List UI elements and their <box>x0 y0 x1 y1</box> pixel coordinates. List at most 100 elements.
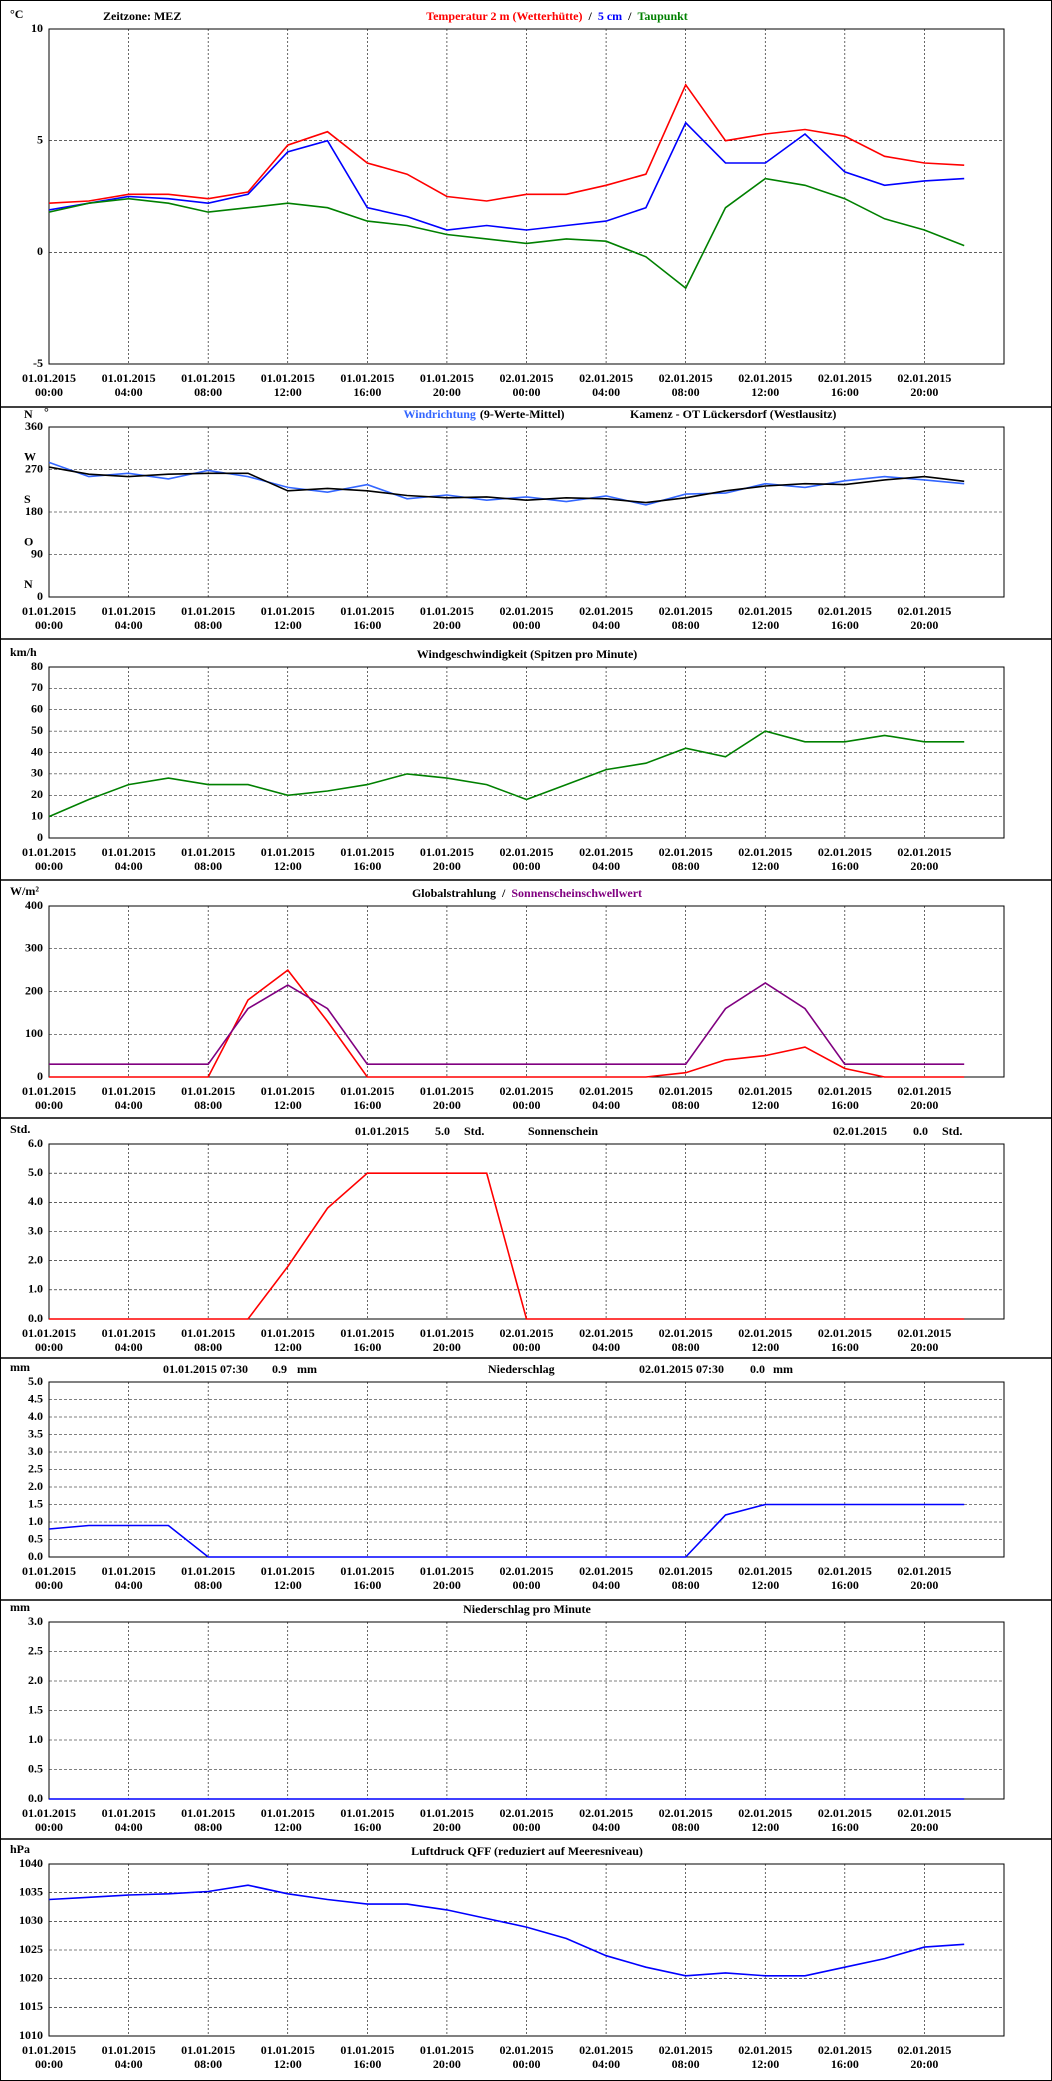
x-tick-time: 08:00 <box>194 385 222 399</box>
x-tick-date: 02.01.2015 <box>500 1084 554 1098</box>
x-tick-date: 01.01.2015 <box>340 604 394 618</box>
y-tick-label: 0.0 <box>28 1791 43 1805</box>
legend-entry: Sonnenscheinschwellwert <box>511 886 642 900</box>
x-tick-time: 16:00 <box>831 1578 859 1592</box>
x-tick-date: 02.01.2015 <box>818 1084 872 1098</box>
x-tick-time: 16:00 <box>831 385 859 399</box>
x-tick-time: 08:00 <box>672 1098 700 1112</box>
x-tick-date: 01.01.2015 <box>102 845 156 859</box>
x-tick-time: 20:00 <box>910 618 938 632</box>
y-tick-label: 0.0 <box>28 1549 43 1563</box>
y-tick-label: 10 <box>31 808 43 822</box>
x-tick-date: 01.01.2015 <box>261 1326 315 1340</box>
x-tick-date: 02.01.2015 <box>500 1564 554 1578</box>
x-tick-time: 12:00 <box>751 385 779 399</box>
x-tick-time: 04:00 <box>115 1578 143 1592</box>
y-direction-label: N <box>24 577 33 591</box>
y-tick-label: 60 <box>31 702 43 716</box>
y-tick-label: 270 <box>25 461 43 475</box>
x-tick-time: 12:00 <box>751 1098 779 1112</box>
annotation-amount: 0.0 <box>750 1362 765 1376</box>
x-tick-time: 00:00 <box>35 2057 63 2071</box>
y-tick-label: 5.0 <box>28 1374 43 1388</box>
x-tick-date: 01.01.2015 <box>102 1084 156 1098</box>
x-tick-time: 04:00 <box>592 1098 620 1112</box>
x-tick-time: 04:00 <box>592 859 620 873</box>
x-tick-date: 02.01.2015 <box>738 1806 792 1820</box>
x-tick-date: 01.01.2015 <box>261 1806 315 1820</box>
unit-label: hPa <box>10 1842 30 1856</box>
x-tick-date: 02.01.2015 <box>579 1326 633 1340</box>
unit-label: mm <box>10 1600 30 1614</box>
y-tick-label: 2.0 <box>28 1479 43 1493</box>
x-tick-time: 20:00 <box>910 1578 938 1592</box>
y-tick-label: 1035 <box>19 1884 43 1898</box>
y-direction-label: O <box>24 534 33 548</box>
x-tick-time: 20:00 <box>433 859 461 873</box>
y-tick-label: 40 <box>31 744 43 758</box>
legend-separator: / <box>501 886 506 900</box>
x-tick-date: 02.01.2015 <box>897 604 951 618</box>
x-tick-time: 20:00 <box>433 1340 461 1354</box>
legend-entry: Temperatur 2 m (Wetterhütte) <box>426 9 582 23</box>
x-tick-date: 02.01.2015 <box>579 604 633 618</box>
annotation-date: 01.01.2015 <box>355 1124 409 1138</box>
x-tick-time: 20:00 <box>433 1820 461 1834</box>
chart-title: Luftdruck QFF (reduziert auf Meeresnivea… <box>411 1844 643 1858</box>
x-tick-date: 02.01.2015 <box>659 371 713 385</box>
x-tick-time: 04:00 <box>115 385 143 399</box>
y-tick-label: 5.0 <box>28 1165 43 1179</box>
x-tick-time: 16:00 <box>353 2057 381 2071</box>
x-tick-time: 12:00 <box>274 385 302 399</box>
y-direction-label: W <box>24 449 36 463</box>
x-tick-date: 01.01.2015 <box>181 1084 235 1098</box>
legend-separator: / <box>627 9 632 23</box>
x-tick-time: 12:00 <box>274 2057 302 2071</box>
x-tick-time: 08:00 <box>672 618 700 632</box>
x-tick-time: 16:00 <box>831 1340 859 1354</box>
y-tick-label: 0.0 <box>28 1311 43 1325</box>
legend: Windrichtung (9-Werte-Mittel) <box>403 407 564 421</box>
legend-entry: Taupunkt <box>638 9 688 23</box>
x-tick-time: 00:00 <box>35 1578 63 1592</box>
unit-label: km/h <box>10 645 37 659</box>
annotation-date: 02.01.2015 <box>833 1124 887 1138</box>
x-tick-date: 02.01.2015 <box>579 1806 633 1820</box>
y-tick-label: 1030 <box>19 1913 43 1927</box>
y-tick-label: 5 <box>37 132 43 146</box>
x-tick-time: 12:00 <box>274 1578 302 1592</box>
y-tick-label: 10 <box>31 21 43 35</box>
x-tick-date: 01.01.2015 <box>340 845 394 859</box>
x-tick-date: 02.01.2015 <box>818 1326 872 1340</box>
series-line <box>48 177 965 290</box>
x-tick-date: 02.01.2015 <box>659 1084 713 1098</box>
x-tick-date: 02.01.2015 <box>659 845 713 859</box>
x-tick-time: 00:00 <box>513 1578 541 1592</box>
x-tick-time: 20:00 <box>910 385 938 399</box>
annotation-amount: 5.0 <box>435 1124 450 1138</box>
legend: Temperatur 2 m (Wetterhütte) / 5 cm / Taupun… <box>426 9 688 23</box>
y-tick-label: 100 <box>25 1026 43 1040</box>
x-tick-time: 16:00 <box>831 1098 859 1112</box>
x-tick-time: 04:00 <box>592 1820 620 1834</box>
x-tick-time: 16:00 <box>831 618 859 632</box>
chart-title: Niederschlag pro Minute <box>463 1602 591 1616</box>
y-tick-label: 1040 <box>19 1856 43 1870</box>
y-tick-label: 20 <box>31 787 43 801</box>
x-tick-date: 02.01.2015 <box>897 1326 951 1340</box>
x-tick-date: 01.01.2015 <box>420 2043 474 2057</box>
legend-entry: (9-Werte-Mittel) <box>480 407 565 421</box>
y-tick-label: 2.0 <box>28 1252 43 1266</box>
x-tick-date: 01.01.2015 <box>22 1806 76 1820</box>
x-tick-time: 20:00 <box>910 2057 938 2071</box>
x-tick-time: 16:00 <box>353 618 381 632</box>
y-tick-label: 2.5 <box>28 1643 43 1657</box>
x-tick-date: 01.01.2015 <box>22 604 76 618</box>
x-tick-date: 02.01.2015 <box>738 1084 792 1098</box>
x-tick-time: 12:00 <box>274 1820 302 1834</box>
x-tick-date: 02.01.2015 <box>579 1084 633 1098</box>
x-tick-time: 12:00 <box>751 2057 779 2071</box>
x-tick-time: 20:00 <box>433 1098 461 1112</box>
x-tick-date: 02.01.2015 <box>500 604 554 618</box>
x-tick-date: 01.01.2015 <box>22 1084 76 1098</box>
